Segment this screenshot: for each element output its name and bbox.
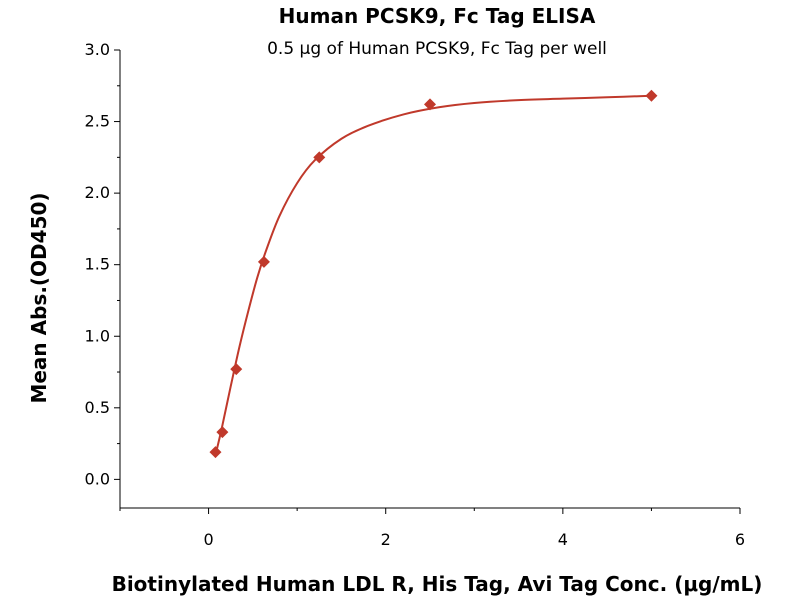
x-axis-title: Biotinylated Human LDL R, His Tag, Avi T… (112, 572, 763, 596)
x-tick-label: 4 (558, 530, 568, 549)
data-point-diamond (313, 151, 326, 164)
data-points (209, 89, 658, 459)
data-point-diamond (230, 363, 243, 376)
y-tick-label: 2.5 (85, 112, 110, 131)
data-point-diamond (424, 98, 436, 111)
chart-subtitle: 0.5 μg of Human PCSK9, Fc Tag per well (267, 39, 607, 59)
x-tick-label: 0 (203, 530, 213, 549)
y-tick-label: 1.5 (85, 255, 110, 274)
y-tick-label: 1.0 (85, 326, 110, 345)
data-point-diamond (216, 426, 229, 439)
data-point-diamond (645, 89, 658, 102)
x-tick-label: 6 (735, 530, 745, 549)
data-point-diamond (257, 255, 270, 268)
y-tick-label: 3.0 (85, 40, 110, 59)
data-point-diamond (209, 446, 222, 459)
y-axis-ticks: 0.0 0.5 1.0 1.5 2.0 2.5 3.0 (85, 40, 120, 488)
x-axis-ticks: 0 2 4 6 (119, 508, 745, 549)
x-tick-label: 2 (381, 530, 391, 549)
y-axis-title: Mean Abs.(OD450) (27, 192, 51, 403)
fit-curve-line (214, 94, 652, 456)
y-tick-label: 2.0 (85, 183, 110, 202)
chart-title: Human PCSK9, Fc Tag ELISA (279, 4, 596, 28)
y-tick-label: 0.5 (85, 398, 110, 417)
y-tick-label: 0.0 (85, 469, 110, 488)
